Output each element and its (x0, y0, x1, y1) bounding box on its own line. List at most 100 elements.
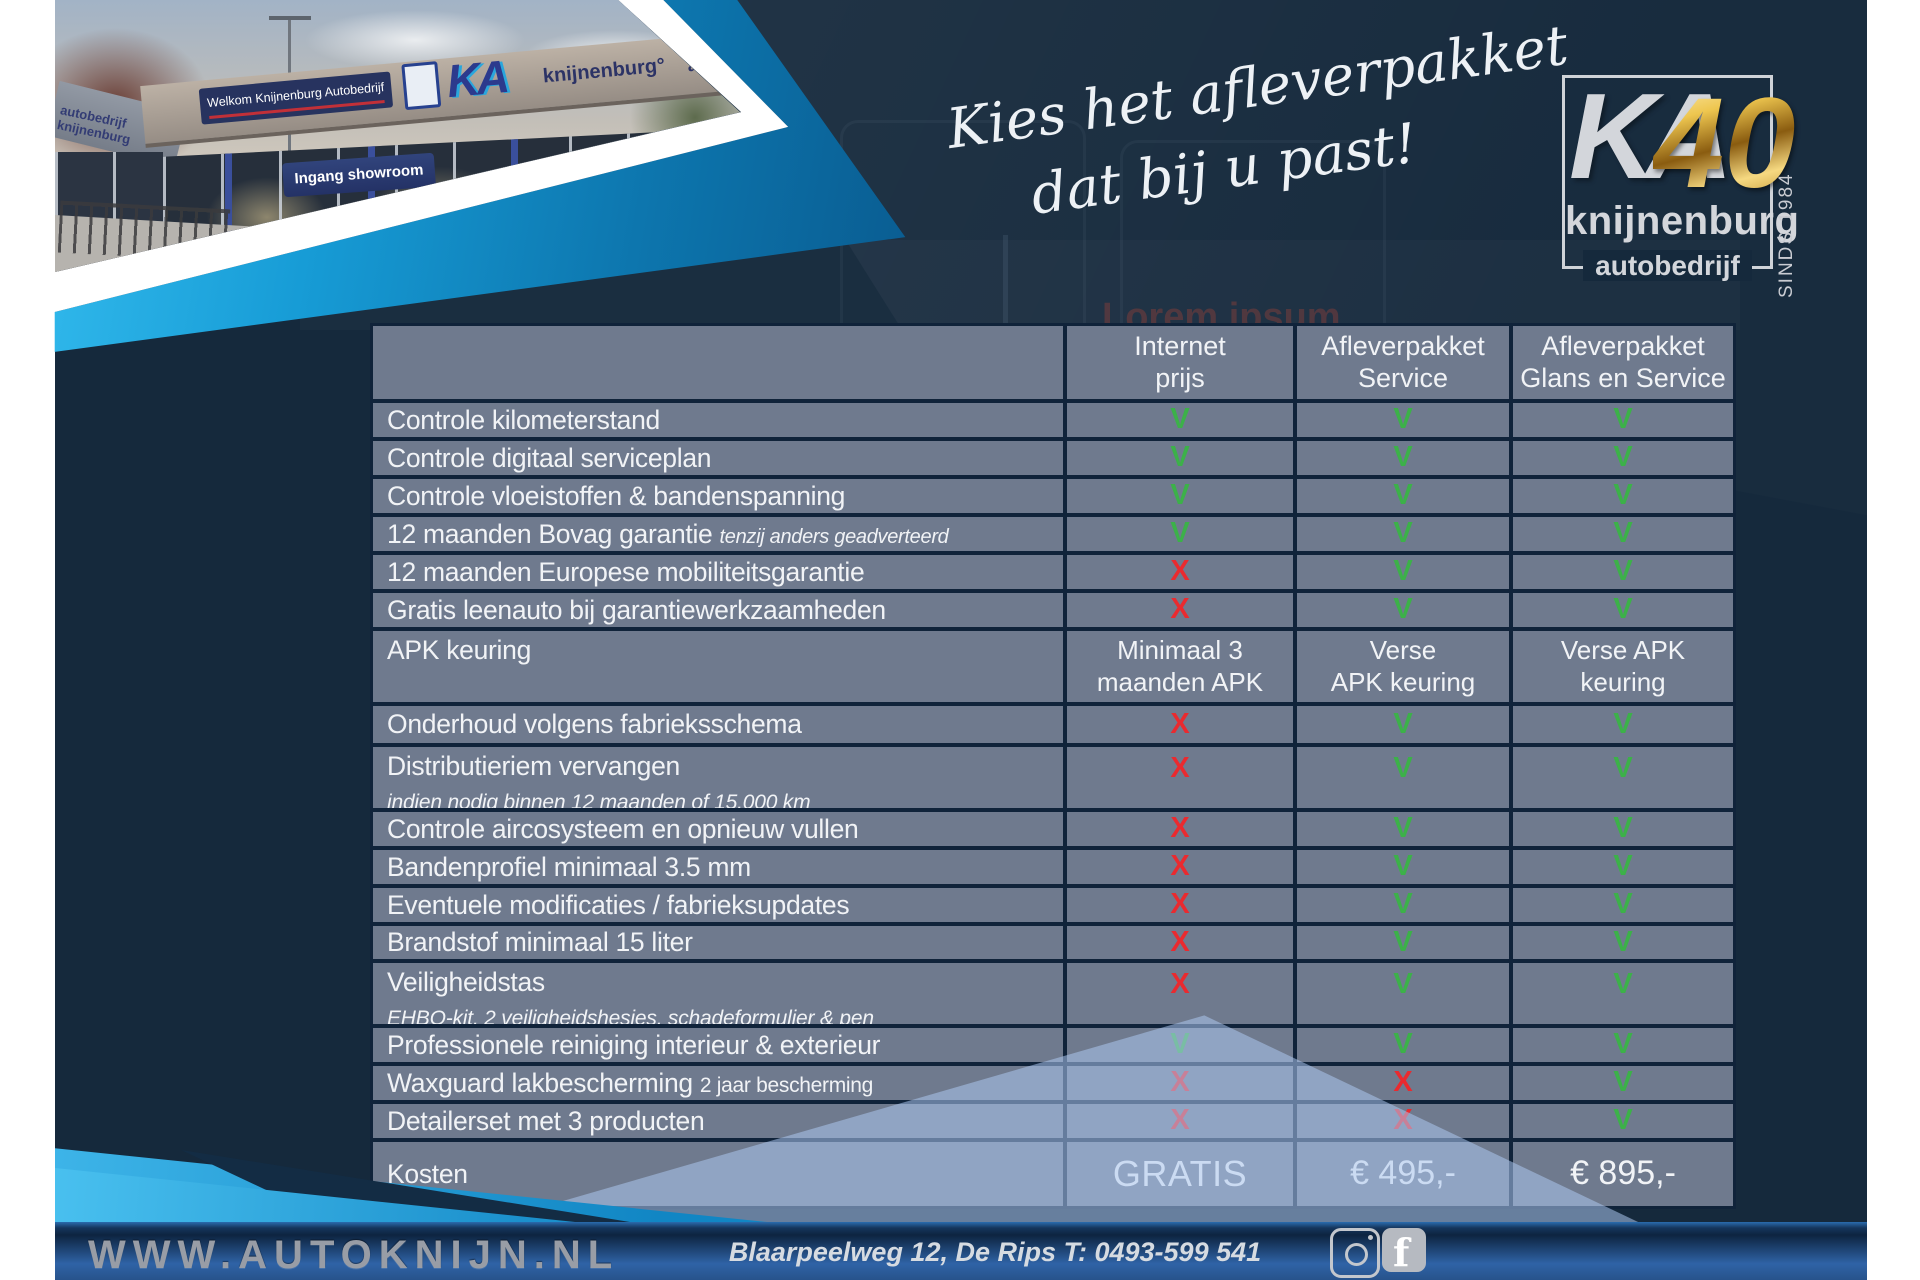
package-value-cell-col1: X (1067, 747, 1293, 808)
package-value-cell-col1: V (1067, 1028, 1293, 1062)
column-header-line2: Service (1357, 362, 1449, 393)
feature-label: Controle digitaal serviceplan (387, 442, 712, 473)
check-mark: V (1393, 441, 1413, 474)
feature-label-cell: Bandenprofiel minimaal 3.5 mm (373, 850, 1063, 884)
check-mark: V (1613, 968, 1633, 1000)
package-value-cell-col3: V (1513, 926, 1733, 959)
package-value-cell-col1: X (1067, 555, 1293, 589)
package-value-cell-col1: X (1067, 706, 1293, 743)
check-mark: V (1170, 517, 1190, 550)
check-mark: V (1170, 441, 1190, 474)
feature-label-cell: Professionele reiniging interieur & exte… (373, 1028, 1063, 1062)
value-text: Verse APK keuring (1330, 634, 1476, 697)
facebook-icon[interactable]: f (1382, 1228, 1426, 1272)
check-mark: V (1613, 926, 1633, 958)
logo-subtitle-wrap: autobedrijf (1565, 250, 1770, 282)
feature-label-cell: APK keuring (373, 631, 1063, 702)
feature-label-cell: Waxguard lakbescherming 2 jaar beschermin… (373, 1066, 1063, 1100)
photo-weathervane (269, 16, 311, 20)
package-value-cell-col1: Minimaal 3 maanden APK (1067, 631, 1293, 702)
package-value-cell-col2: Verse APK keuring (1297, 631, 1509, 702)
package-value-cell-col2: V (1297, 403, 1509, 437)
column-header-2: Afleverpakket Service (1297, 326, 1509, 399)
feature-label-cell: Controle vloeistoffen & bandenspanning (373, 479, 1063, 513)
photo-fascia-name: knijnenburg° (541, 54, 666, 88)
feature-label: APK keuring (387, 635, 532, 665)
check-mark: V (1613, 479, 1633, 512)
feature-label: Controle aircosysteem en opnieuw vullen (387, 813, 859, 844)
package-value-cell-col1: V (1067, 517, 1293, 551)
package-value-cell-col2: V (1297, 812, 1509, 846)
package-value-cell-col1: V (1067, 403, 1293, 437)
feature-label-cell: Eventuele modificaties / fabrieksupdates (373, 888, 1063, 922)
column-header-line2: prijs (1155, 362, 1205, 393)
check-mark: V (1393, 555, 1413, 588)
package-value-cell-col2: V (1297, 888, 1509, 922)
check-mark: V (1393, 517, 1413, 550)
feature-label-cell: Veiligheidstas EHBO-kit, 2 veiligheidshes… (373, 963, 1063, 1024)
logo-since-1984: SINDS 1984 (1776, 172, 1797, 298)
value-text: Verse APK keuring (1560, 634, 1686, 697)
check-mark: V (1613, 555, 1633, 588)
photo-welkom-sign-text: Welkom Knijnenburg Autobedrijf (206, 80, 385, 111)
check-mark: V (1613, 812, 1633, 845)
address-phone: Blaarpeelweg 12, De Rips T: 0493-599 541 (728, 1237, 1262, 1267)
cross-mark: X (1393, 1066, 1413, 1099)
cross-mark: X (1170, 850, 1190, 883)
photo-bosch-sign (401, 61, 442, 111)
package-value-cell-col3: V (1513, 403, 1733, 437)
package-comparison-table: Internet prijs Afleverpakket Service Aflever… (370, 323, 1736, 1209)
cross-mark: X (1170, 888, 1190, 921)
check-mark: V (1613, 1104, 1633, 1137)
logo-40-years: 40 (1653, 72, 1796, 215)
feature-sub-note: EHBO-kit, 2 veiligheidshesjes, schadefor… (387, 1007, 874, 1024)
package-value-cell-col1: GRATIS (1067, 1142, 1293, 1206)
package-value-cell-col3: V (1513, 517, 1733, 551)
package-value-cell-col2: X (1297, 1066, 1509, 1100)
check-mark: V (1613, 517, 1633, 550)
package-value-cell-col1: X (1067, 1066, 1293, 1100)
package-value-cell-col1: V (1067, 479, 1293, 513)
instagram-icon[interactable] (1330, 1228, 1380, 1278)
instagram-dot (1368, 1235, 1373, 1240)
check-mark: V (1170, 403, 1190, 436)
check-mark: V (1393, 752, 1413, 784)
package-value-cell-col1: V (1067, 441, 1293, 475)
package-value-cell-col1: X (1067, 593, 1293, 627)
value-text: € 495,- (1350, 1154, 1456, 1193)
check-mark: V (1613, 888, 1633, 921)
check-mark: V (1393, 888, 1413, 921)
feature-label-cell: 12 maanden Europese mobiliteitsgarantie (373, 555, 1063, 589)
table-header-corner (373, 326, 1063, 399)
check-mark: V (1170, 1028, 1190, 1061)
feature-label-cell: Onderhoud volgens fabrieksschema (373, 706, 1063, 743)
photo-blue-column (225, 128, 232, 272)
feature-label-cell: Controle digitaal serviceplan (373, 441, 1063, 475)
instagram-lens (1344, 1242, 1368, 1266)
package-value-cell-col3: V (1513, 706, 1733, 743)
feature-label: Gratis leenauto bij garantiewerkzaamhede… (387, 594, 886, 625)
feature-label: Controle vloeistoffen & bandenspanning (387, 480, 846, 511)
package-value-cell-col2: V (1297, 441, 1509, 475)
check-mark: V (1393, 707, 1413, 740)
feature-inline-note: 2 jaar bescherming (699, 1073, 874, 1097)
logo-company-name: knijnenburg (1565, 199, 1800, 243)
check-mark: V (1613, 441, 1633, 474)
package-value-cell-col1: X (1067, 1104, 1293, 1138)
column-header-line1: Afleverpakket (1541, 330, 1705, 361)
cross-mark: X (1170, 812, 1190, 845)
check-mark: V (1393, 968, 1413, 1000)
column-header-line2: Glans en Service (1520, 362, 1726, 393)
package-value-cell-col3: V (1513, 593, 1733, 627)
check-mark: V (1613, 403, 1633, 436)
feature-label-cell: Gratis leenauto bij garantiewerkzaamhede… (373, 593, 1063, 627)
package-value-cell-col1: X (1067, 963, 1293, 1024)
feature-label-cell: Controle kilometerstand (373, 403, 1063, 437)
feature-label: Eventuele modificaties / fabrieksupdates (387, 889, 850, 920)
feature-label: Controle kilometerstand (387, 404, 660, 435)
cross-mark: X (1170, 926, 1190, 958)
package-value-cell-col3: V (1513, 888, 1733, 922)
cross-mark: X (1393, 1104, 1413, 1137)
check-mark: V (1613, 752, 1633, 784)
